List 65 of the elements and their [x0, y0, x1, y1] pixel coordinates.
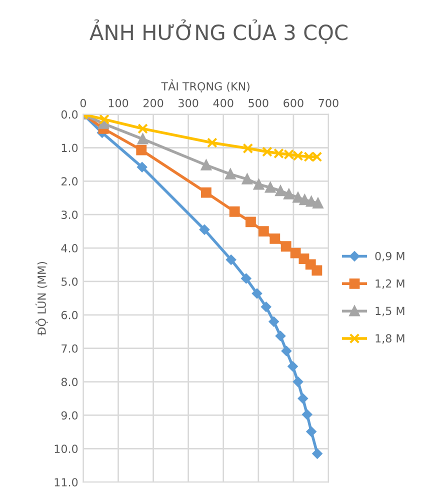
point [298, 394, 308, 404]
point [306, 426, 316, 437]
y-tick-label: 7.0 [62, 344, 78, 353]
point [254, 179, 264, 190]
y-tick-label: 0.0 [61, 110, 78, 119]
x-axis-title: TẢI TRỌNG (KN) [161, 79, 250, 92]
point [201, 187, 212, 198]
x-tick-label: 100 [108, 98, 128, 108]
x-tick-label: 700 [318, 98, 338, 108]
point [199, 224, 210, 235]
point [226, 254, 236, 265]
point [268, 316, 279, 327]
point [312, 198, 324, 208]
point [302, 410, 312, 420]
y-tick-label: 11.0 [54, 478, 78, 486]
point [242, 143, 254, 154]
point [280, 241, 292, 252]
point [241, 274, 252, 284]
point [312, 265, 322, 276]
point [281, 346, 292, 356]
point [258, 226, 269, 237]
point [138, 134, 148, 144]
point [138, 123, 148, 134]
point [265, 182, 276, 193]
y-tick-label: 9.0 [61, 411, 78, 420]
legend-label: 1,2 M [376, 279, 404, 289]
x-tick-label: 0 [80, 98, 86, 108]
point [293, 376, 303, 387]
y-tick-label: 4.0 [61, 244, 78, 252]
point [137, 162, 148, 172]
point [246, 216, 256, 228]
point [252, 288, 262, 298]
point [225, 168, 236, 180]
y-tick-label: 10.0 [54, 444, 78, 454]
y-tick-label: 1.0 [62, 144, 78, 152]
y-axis-title: ĐỘ LÚN (MM) [35, 262, 48, 336]
point [201, 160, 212, 170]
point [290, 248, 301, 258]
x-tick-label: 300 [178, 98, 198, 108]
chart-title: ẢNH HƯỞNG CỦA 3 CỌC [90, 19, 348, 44]
point [312, 448, 322, 459]
point [229, 206, 240, 217]
legend-label: 0,9 M [375, 252, 404, 262]
point [275, 186, 286, 196]
point [270, 233, 280, 244]
y-tick-label: 5.0 [62, 277, 78, 286]
point [261, 302, 272, 312]
legend-label: 1,5 M [376, 306, 404, 316]
legend-label: 1,8 M [376, 334, 404, 344]
point [99, 114, 110, 125]
y-tick-label: 3.0 [62, 210, 78, 219]
point [206, 138, 218, 148]
point [276, 331, 286, 341]
x-tick-label: 500 [248, 98, 268, 108]
y-tick-label: 6.0 [61, 310, 78, 320]
point [136, 144, 147, 156]
y-tick-label: 8.0 [61, 378, 78, 386]
x-tick-label: 400 [213, 98, 234, 108]
point [242, 174, 252, 184]
point [288, 361, 298, 372]
point [284, 189, 294, 200]
x-tick-label: 600 [284, 98, 304, 108]
y-tick-label: 2.0 [62, 177, 78, 186]
point [98, 118, 109, 129]
x-tick-label: 200 [144, 98, 164, 108]
